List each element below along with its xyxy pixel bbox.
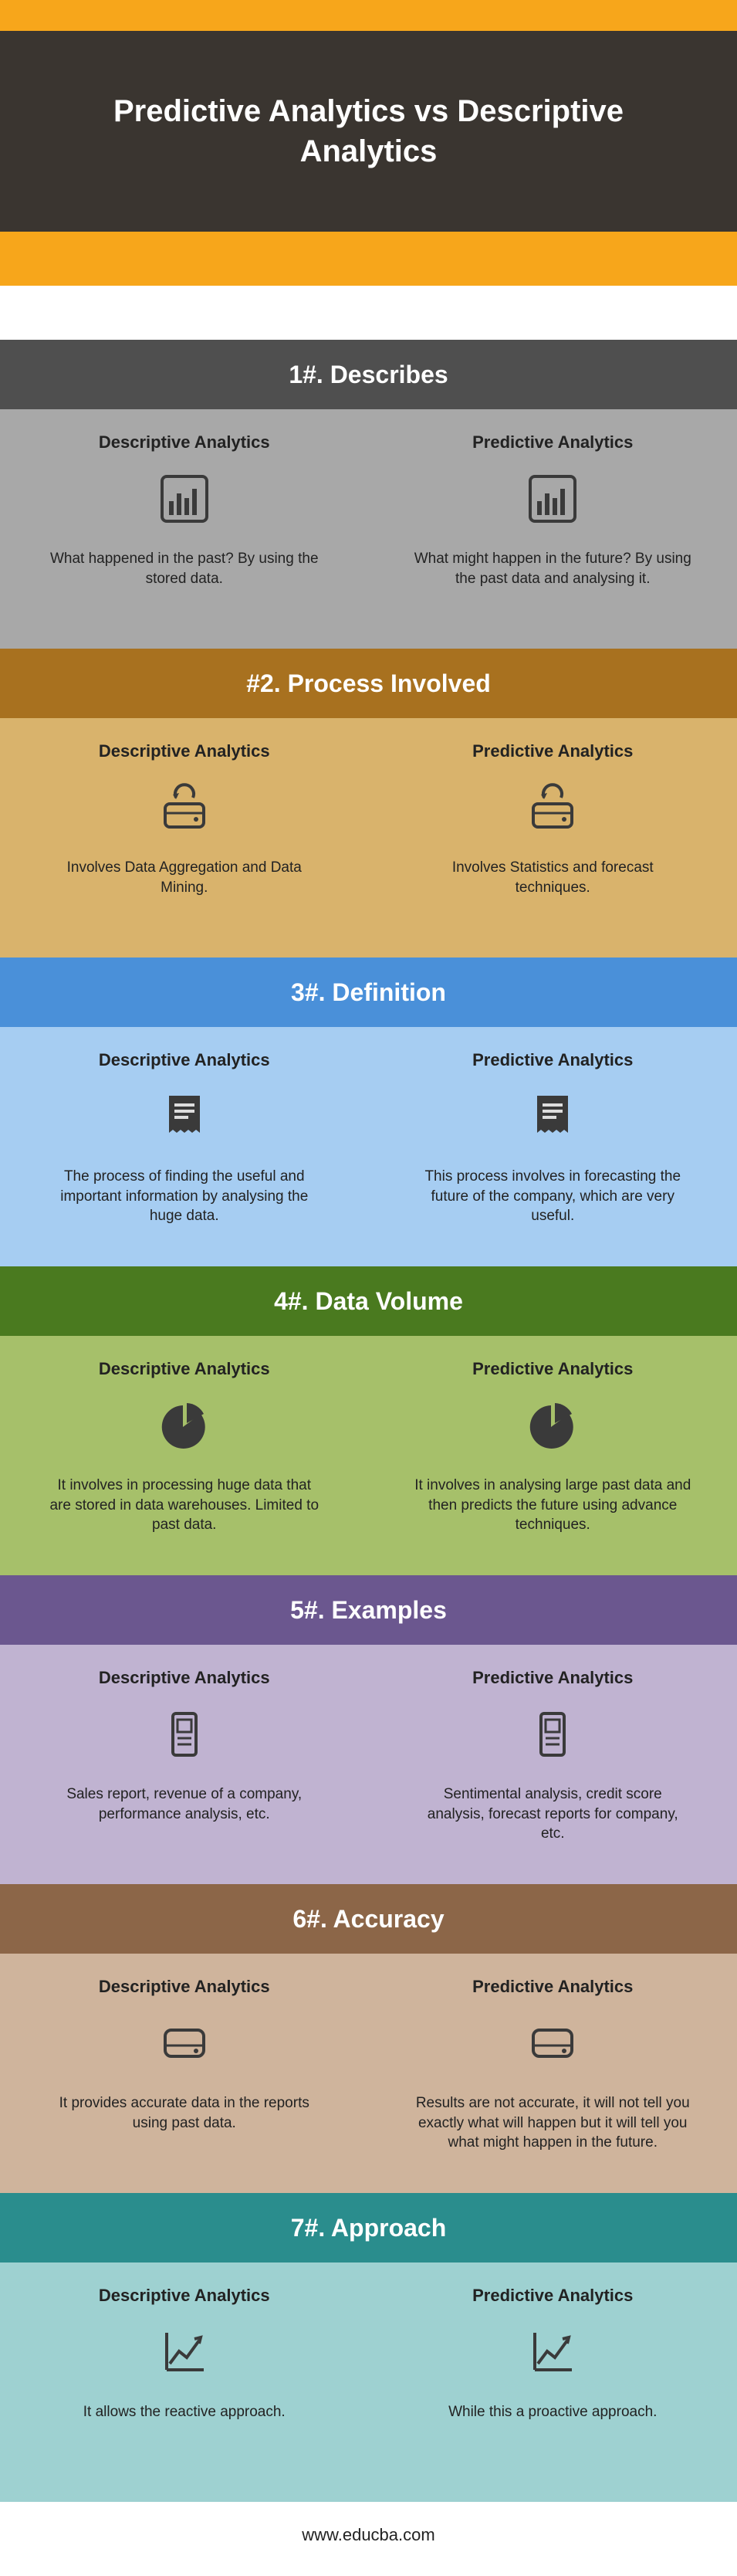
section-header: #2. Process Involved <box>0 649 737 718</box>
section-header: 6#. Accuracy <box>0 1884 737 1954</box>
column-text: The process of finding the useful and im… <box>46 1167 323 1226</box>
device-icon <box>154 1703 215 1765</box>
column-text: What happened in the past? By using the … <box>46 549 323 588</box>
right-column: Predictive Analytics It involves in analy… <box>369 1336 737 1575</box>
column-title: Descriptive Analytics <box>99 1050 270 1070</box>
right-column: Predictive Analytics Involves Statistics … <box>369 718 737 958</box>
barchart-icon <box>522 468 583 530</box>
section-header: 1#. Describes <box>0 340 737 409</box>
trend-icon <box>522 2321 583 2383</box>
left-column: Descriptive Analytics Sales report, reven… <box>0 1645 369 1884</box>
column-text: Sales report, revenue of a company, perf… <box>46 1785 323 1824</box>
drive_cycle-icon <box>154 777 215 839</box>
column-text: Results are not accurate, it will not te… <box>414 2093 691 2153</box>
column-title: Predictive Analytics <box>472 432 633 452</box>
column-title: Predictive Analytics <box>472 1050 633 1070</box>
section-header: 4#. Data Volume <box>0 1266 737 1336</box>
column-title: Descriptive Analytics <box>99 741 270 761</box>
column-text: What might happen in the future? By usin… <box>414 549 691 588</box>
column-text: It involves in analysing large past data… <box>414 1476 691 1535</box>
column-title: Predictive Analytics <box>472 2286 633 2306</box>
section-body: Descriptive Analytics It involves in proc… <box>0 1336 737 1575</box>
right-column: Predictive Analytics While this a proacti… <box>369 2262 737 2502</box>
hero-title: Predictive Analytics vs Descriptive Anal… <box>0 91 737 171</box>
column-title: Descriptive Analytics <box>99 2286 270 2306</box>
drive-icon <box>522 2012 583 2074</box>
trend-icon <box>154 2321 215 2383</box>
pie-icon <box>522 1395 583 1456</box>
hero-spacer <box>0 286 737 340</box>
column-text: This process involves in forecasting the… <box>414 1167 691 1226</box>
column-title: Predictive Analytics <box>472 1977 633 1997</box>
section-body: Descriptive Analytics What happened in th… <box>0 409 737 649</box>
column-title: Predictive Analytics <box>472 1359 633 1379</box>
right-column: Predictive Analytics Sentimental analysis… <box>369 1645 737 1884</box>
footer-url: www.educba.com <box>0 2502 737 2576</box>
left-column: Descriptive Analytics It allows the react… <box>0 2262 369 2502</box>
column-text: It involves in processing huge data that… <box>46 1476 323 1535</box>
column-text: It provides accurate data in the reports… <box>46 2093 323 2133</box>
column-text: Involves Data Aggregation and Data Minin… <box>46 858 323 897</box>
section-body: Descriptive Analytics It allows the react… <box>0 2262 737 2502</box>
column-text: Sentimental analysis, credit score analy… <box>414 1785 691 1844</box>
right-column: Predictive Analytics What might happen in… <box>369 409 737 649</box>
left-column: Descriptive Analytics It involves in proc… <box>0 1336 369 1575</box>
drive_cycle-icon <box>522 777 583 839</box>
column-title: Predictive Analytics <box>472 1668 633 1688</box>
left-column: Descriptive Analytics It provides accurat… <box>0 1954 369 2193</box>
column-title: Predictive Analytics <box>472 741 633 761</box>
section-body: Descriptive Analytics Sales report, reven… <box>0 1645 737 1884</box>
pie-icon <box>154 1395 215 1456</box>
right-column: Predictive Analytics This process involve… <box>369 1027 737 1266</box>
left-column: Descriptive Analytics The process of find… <box>0 1027 369 1266</box>
receipt-icon <box>522 1086 583 1147</box>
section-header: 5#. Examples <box>0 1575 737 1645</box>
column-title: Descriptive Analytics <box>99 432 270 452</box>
section-body: Descriptive Analytics Involves Data Aggre… <box>0 718 737 958</box>
drive-icon <box>154 2012 215 2074</box>
column-text: While this a proactive approach. <box>448 2402 657 2422</box>
column-title: Descriptive Analytics <box>99 1668 270 1688</box>
barchart-icon <box>154 468 215 530</box>
hero-banner: Predictive Analytics vs Descriptive Anal… <box>0 31 737 232</box>
top-orange-bar <box>0 0 737 31</box>
column-title: Descriptive Analytics <box>99 1359 270 1379</box>
column-title: Descriptive Analytics <box>99 1977 270 1997</box>
left-column: Descriptive Analytics What happened in th… <box>0 409 369 649</box>
column-text: Involves Statistics and forecast techniq… <box>414 858 691 897</box>
section-body: Descriptive Analytics It provides accurat… <box>0 1954 737 2193</box>
section-header: 3#. Definition <box>0 958 737 1027</box>
device-icon <box>522 1703 583 1765</box>
left-column: Descriptive Analytics Involves Data Aggre… <box>0 718 369 958</box>
section-header: 7#. Approach <box>0 2193 737 2262</box>
column-text: It allows the reactive approach. <box>83 2402 286 2422</box>
right-column: Predictive Analytics Results are not accu… <box>369 1954 737 2193</box>
receipt-icon <box>154 1086 215 1147</box>
section-body: Descriptive Analytics The process of find… <box>0 1027 737 1266</box>
mid-orange-bar <box>0 232 737 286</box>
